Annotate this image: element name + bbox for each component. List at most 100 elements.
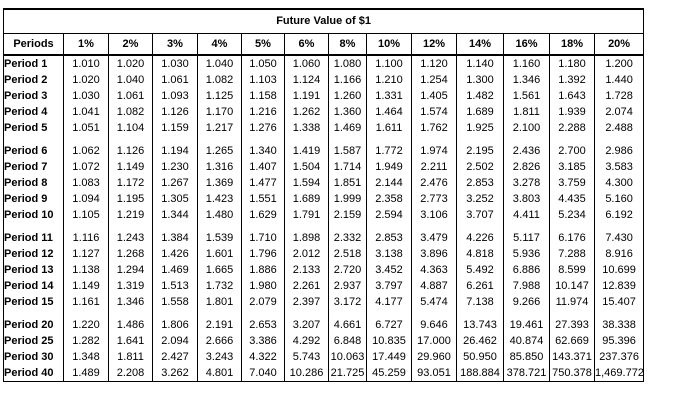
value-cell: 1.210 [366,72,412,88]
table-row: Period 25 1.282 1.641 2.094 2.666 3.386 4.292 6… [3,333,645,349]
value-cell: 1.149 [108,159,153,175]
row-label: Period 1 [3,55,64,72]
value-cell: 1.558 [152,294,198,310]
value-cell: 7.040 [241,365,285,382]
value-cell: 1.796 [241,246,285,262]
group-separator [3,136,645,143]
table-title: Future Value of $1 [3,9,644,34]
separator-cell [152,310,198,317]
row-label: Period 6 [3,143,64,159]
separator-cell [108,310,153,317]
value-cell: 2.853 [366,230,412,246]
value-cell: 2.159 [328,207,367,223]
value-cell: 1.083 [63,175,109,191]
value-cell: 1.319 [108,278,153,294]
value-cell: 6.886 [503,262,550,278]
value-cell: 1.125 [197,88,242,104]
value-cell: 2.826 [503,159,550,175]
value-cell: 11.974 [549,294,595,310]
value-cell: 1.093 [152,88,198,104]
value-cell: 3.759 [549,175,595,191]
value-cell: 1.762 [411,120,457,136]
value-cell: 1.020 [108,55,153,72]
separator-cell [411,136,457,143]
value-cell: 1.194 [152,143,198,159]
value-cell: 1.594 [284,175,329,191]
value-cell: 1.384 [152,230,198,246]
value-cell: 1.061 [108,88,153,104]
value-cell: 2.594 [366,207,412,223]
value-cell: 1.732 [197,278,242,294]
value-cell: 3.583 [593,159,645,175]
rate-column-header: 1% [63,33,109,56]
value-cell: 2.208 [108,365,153,382]
table-row: Period 2 1.020 1.040 1.061 1.082 1.103 1.124 1.… [3,72,645,88]
value-cell: 93.051 [411,365,457,382]
value-cell: 1.161 [63,294,109,310]
value-cell: 1.080 [328,55,367,72]
table-row: Period 11 1.116 1.243 1.384 1.539 1.710 1.898 2… [3,230,645,246]
value-cell: 4.661 [328,317,367,333]
table-row: Period 12 1.127 1.268 1.426 1.601 1.796 2.012 2… [3,246,645,262]
value-cell: 1.020 [63,72,109,88]
separator-cell [503,310,550,317]
value-cell: 1.124 [284,72,329,88]
value-cell: 1.316 [197,159,242,175]
value-cell: 1.574 [411,104,457,120]
value-cell: 7.430 [593,230,645,246]
value-cell: 1.426 [152,246,198,262]
value-cell: 2.853 [456,175,504,191]
row-label: Period 5 [3,120,64,136]
value-cell: 1.477 [241,175,285,191]
separator-cell [593,223,645,230]
value-cell: 3.207 [284,317,329,333]
value-cell: 3.252 [456,191,504,207]
rate-column-header: 6% [284,33,329,56]
value-cell: 1.191 [284,88,329,104]
value-cell: 2.144 [366,175,412,191]
separator-cell [152,136,198,143]
value-cell: 1.010 [63,55,109,72]
row-label: Period 40 [3,365,64,382]
row-label: Period 9 [3,191,64,207]
value-cell: 2.133 [284,262,329,278]
value-cell: 1.898 [284,230,329,246]
table-row: Period 20 1.220 1.486 1.806 2.191 2.653 3.207 4… [3,317,645,333]
value-cell: 15.407 [593,294,645,310]
value-cell: 237.376 [593,349,645,365]
separator-cell [241,310,285,317]
value-cell: 1.464 [366,104,412,120]
value-cell: 62.669 [549,333,595,349]
value-cell: 2.012 [284,246,329,262]
value-cell: 6.261 [456,278,504,294]
value-cell: 1.331 [366,88,412,104]
rate-column-header: 10% [366,33,412,56]
value-cell: 1.300 [456,72,504,88]
value-cell: 1.999 [328,191,367,207]
value-cell: 1.105 [63,207,109,223]
separator-cell [63,310,109,317]
separator-cell [593,310,645,317]
value-cell: 1.050 [241,55,285,72]
separator-cell [197,223,242,230]
value-cell: 19.461 [503,317,550,333]
row-label: Period 2 [3,72,64,88]
value-cell: 1.082 [197,72,242,88]
value-cell: 9.646 [411,317,457,333]
value-cell: 7.138 [456,294,504,310]
separator-cell [152,223,198,230]
separator-cell [366,310,412,317]
value-cell: 1.276 [241,120,285,136]
value-cell: 3.278 [503,175,550,191]
future-value-table: Future Value of $1 Periods 1% 2% 3% 4% 5% 6% 8%… [3,8,645,382]
separator-cell [108,223,153,230]
table-row: Period 9 1.094 1.195 1.305 1.423 1.551 1.689 1.… [3,191,645,207]
value-cell: 4.226 [456,230,504,246]
row-label: Period 15 [3,294,64,310]
value-cell: 1.360 [328,104,367,120]
separator-cell [3,136,64,143]
value-cell: 1.116 [63,230,109,246]
value-cell: 1.974 [411,143,457,159]
value-cell: 1,469.772 [593,365,645,382]
value-cell: 1.407 [241,159,285,175]
